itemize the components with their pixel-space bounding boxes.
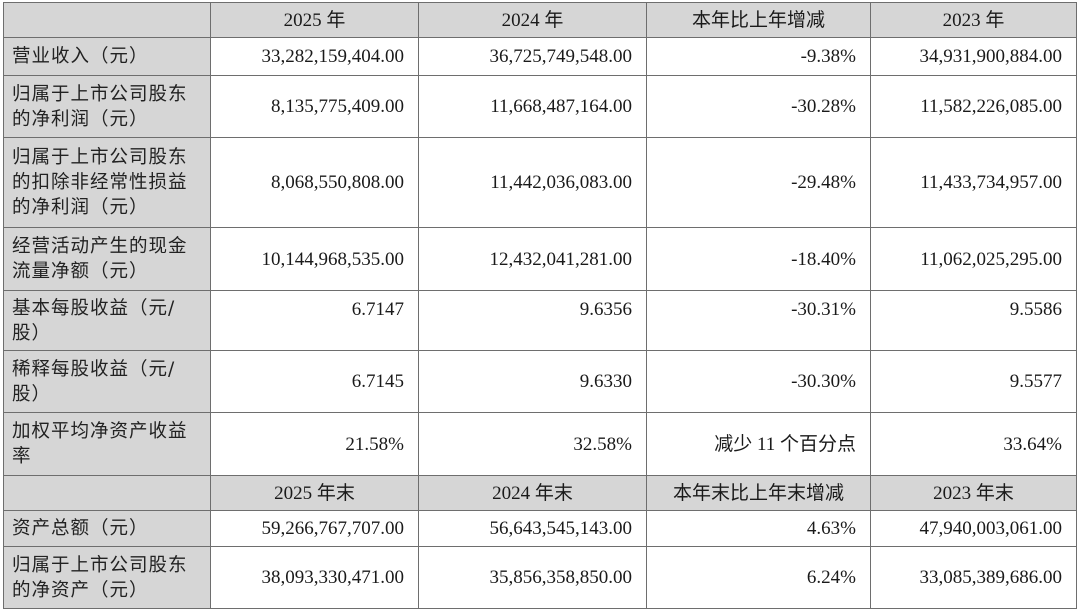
value-change: -18.40% xyxy=(646,227,871,291)
value-2023: 47,940,003,061.00 xyxy=(870,510,1077,547)
value-2024: 56,643,545,143.00 xyxy=(418,510,647,547)
row-label: 归属于上市公司股东的扣除非经常性损益的净利润（元） xyxy=(3,137,211,228)
value-2025: 10,144,968,535.00 xyxy=(210,227,419,291)
header-cell-2025-end: 2025 年末 xyxy=(210,475,419,511)
value-2025: 21.58% xyxy=(210,412,419,476)
value-2025: 59,266,767,707.00 xyxy=(210,510,419,547)
value-2024: 32.58% xyxy=(418,412,647,476)
value-2025: 6.7147 xyxy=(210,290,419,351)
value-2023: 11,433,734,957.00 xyxy=(870,137,1077,228)
value-2023: 9.5586 xyxy=(870,290,1077,351)
value-change: 减少 11 个百分点 xyxy=(646,412,871,476)
table-row-net-assets: 归属于上市公司股东的净资产（元） 38,093,330,471.00 35,85… xyxy=(3,546,1077,609)
value-2023: 11,062,025,295.00 xyxy=(870,227,1077,291)
value-2025: 6.7145 xyxy=(210,350,419,413)
row-label: 经营活动产生的现金流量净额（元） xyxy=(3,227,211,291)
table-row-net-profit-deducted: 归属于上市公司股东的扣除非经常性损益的净利润（元） 8,068,550,808.… xyxy=(3,137,1077,228)
value-change: -30.28% xyxy=(646,75,871,138)
table-row-revenue: 营业收入（元） 33,282,159,404.00 36,725,749,548… xyxy=(3,37,1077,76)
financial-summary-table: 2025 年 2024 年 本年比上年增减 2023 年 营业收入（元） 33,… xyxy=(3,2,1077,609)
table-row-basic-eps: 基本每股收益（元/股） 6.7147 9.6356 -30.31% 9.5586 xyxy=(3,290,1077,351)
row-label: 归属于上市公司股东的净资产（元） xyxy=(3,546,211,609)
header-cell-2024-end: 2024 年末 xyxy=(418,475,647,511)
header-cell-2024: 2024 年 xyxy=(418,2,647,38)
value-change: -29.48% xyxy=(646,137,871,228)
value-2024: 11,668,487,164.00 xyxy=(418,75,647,138)
value-change: 6.24% xyxy=(646,546,871,609)
value-change: -9.38% xyxy=(646,37,871,76)
table-row-total-assets: 资产总额（元） 59,266,767,707.00 56,643,545,143… xyxy=(3,510,1077,547)
value-2023: 11,582,226,085.00 xyxy=(870,75,1077,138)
value-2023: 34,931,900,884.00 xyxy=(870,37,1077,76)
header-cell-2023: 2023 年 xyxy=(870,2,1077,38)
row-label: 营业收入（元） xyxy=(3,37,211,76)
value-change: -30.30% xyxy=(646,350,871,413)
header-cell-blank xyxy=(3,2,211,38)
header-cell-2025: 2025 年 xyxy=(210,2,419,38)
value-change: 4.63% xyxy=(646,510,871,547)
header-cell-2023-end: 2023 年末 xyxy=(870,475,1077,511)
header-cell-blank xyxy=(3,475,211,511)
header-cell-change-end: 本年末比上年末增减 xyxy=(646,475,871,511)
row-label: 基本每股收益（元/股） xyxy=(3,290,211,351)
row-label: 归属于上市公司股东的净利润（元） xyxy=(3,75,211,138)
value-2024: 11,442,036,083.00 xyxy=(418,137,647,228)
header-row-yearend: 2025 年末 2024 年末 本年末比上年末增减 2023 年末 xyxy=(3,475,1077,511)
table-row-net-profit: 归属于上市公司股东的净利润（元） 8,135,775,409.00 11,668… xyxy=(3,75,1077,138)
value-2025: 38,093,330,471.00 xyxy=(210,546,419,609)
value-2024: 9.6330 xyxy=(418,350,647,413)
value-2024: 36,725,749,548.00 xyxy=(418,37,647,76)
row-label: 加权平均净资产收益率 xyxy=(3,412,211,476)
value-2023: 33.64% xyxy=(870,412,1077,476)
table-row-roe: 加权平均净资产收益率 21.58% 32.58% 减少 11 个百分点 33.6… xyxy=(3,412,1077,476)
value-2024: 9.6356 xyxy=(418,290,647,351)
value-2023: 33,085,389,686.00 xyxy=(870,546,1077,609)
value-2023: 9.5577 xyxy=(870,350,1077,413)
row-label: 稀释每股收益（元/股） xyxy=(3,350,211,413)
header-cell-change: 本年比上年增减 xyxy=(646,2,871,38)
table-row-operating-cash-flow: 经营活动产生的现金流量净额（元） 10,144,968,535.00 12,43… xyxy=(3,227,1077,291)
value-2025: 8,135,775,409.00 xyxy=(210,75,419,138)
row-label: 资产总额（元） xyxy=(3,510,211,547)
value-2024: 12,432,041,281.00 xyxy=(418,227,647,291)
header-row-annual: 2025 年 2024 年 本年比上年增减 2023 年 xyxy=(3,2,1077,38)
table-row-diluted-eps: 稀释每股收益（元/股） 6.7145 9.6330 -30.30% 9.5577 xyxy=(3,350,1077,413)
value-2025: 33,282,159,404.00 xyxy=(210,37,419,76)
value-2025: 8,068,550,808.00 xyxy=(210,137,419,228)
value-2024: 35,856,358,850.00 xyxy=(418,546,647,609)
value-change: -30.31% xyxy=(646,290,871,351)
